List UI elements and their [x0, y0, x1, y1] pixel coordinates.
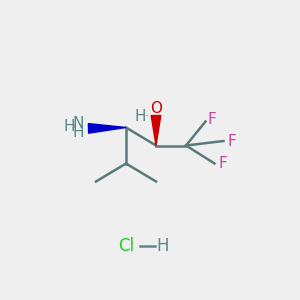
Text: F: F	[208, 112, 217, 128]
Polygon shape	[151, 116, 161, 146]
Text: F: F	[218, 156, 227, 171]
Text: H: H	[135, 109, 146, 124]
Text: H: H	[156, 237, 169, 255]
Text: H: H	[72, 125, 84, 140]
Text: F: F	[227, 134, 236, 148]
Polygon shape	[88, 124, 126, 133]
Text: N: N	[72, 116, 84, 130]
Text: ·: ·	[145, 110, 149, 124]
Text: Cl: Cl	[118, 237, 134, 255]
Text: O: O	[150, 101, 162, 116]
Text: H: H	[63, 119, 75, 134]
